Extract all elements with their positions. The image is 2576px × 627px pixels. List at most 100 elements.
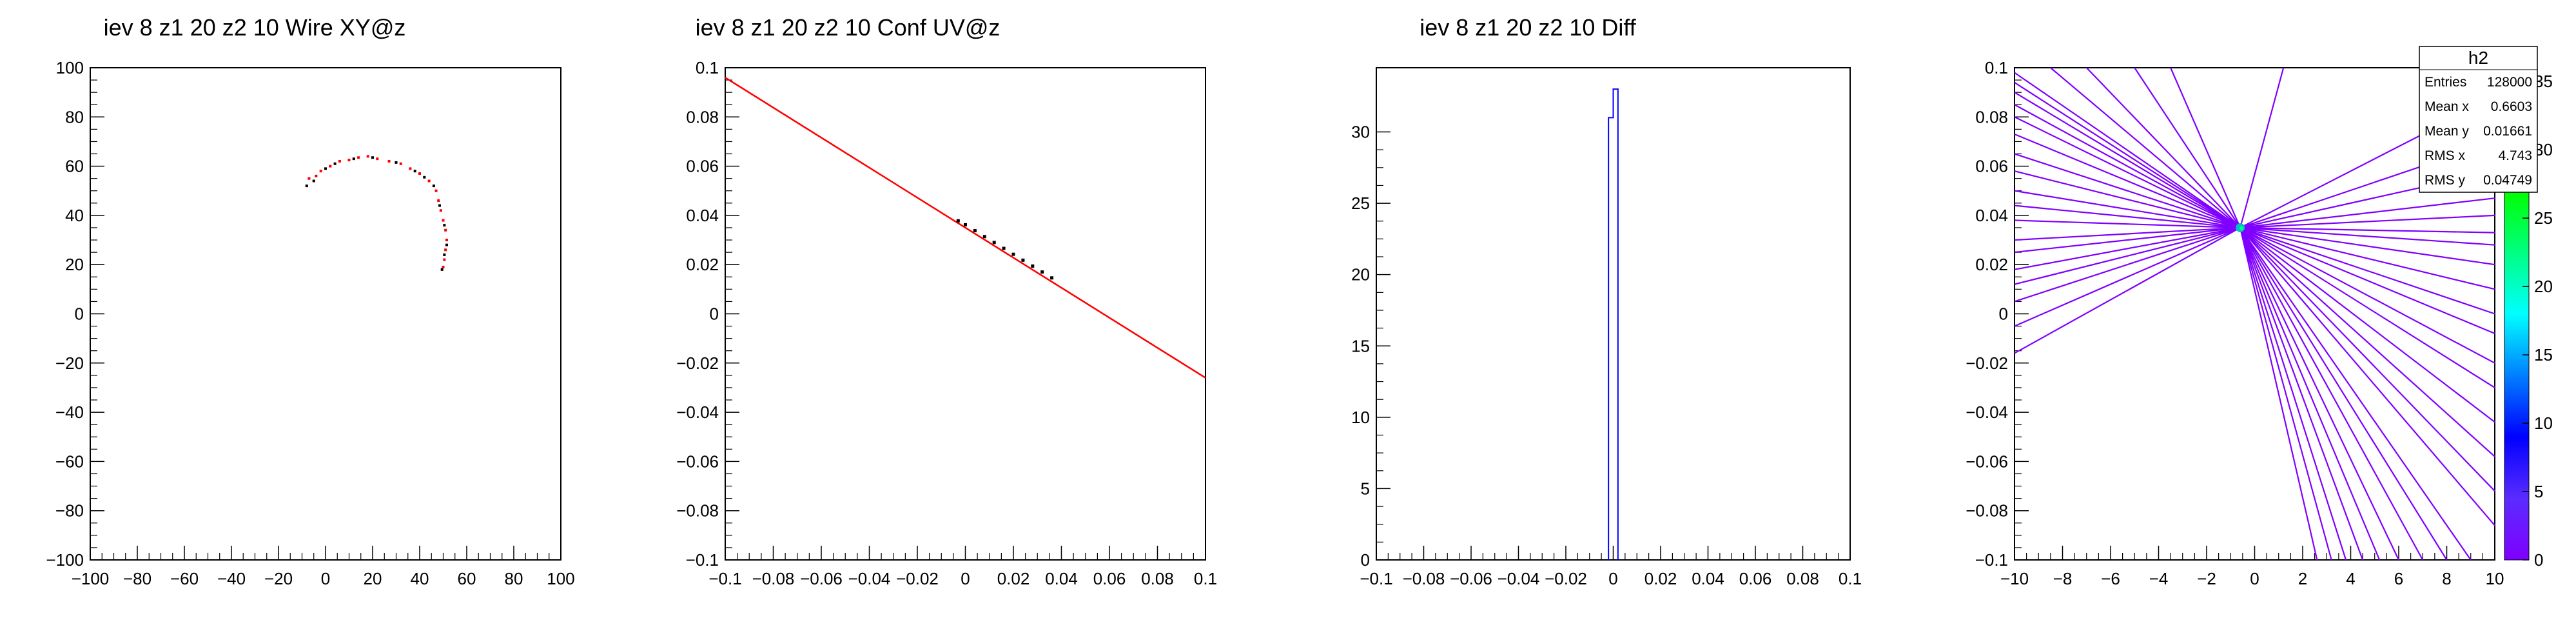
band-line (2014, 226, 2241, 241)
band-line (2239, 227, 2495, 492)
y-tick-label: 80 (65, 107, 84, 126)
x-tick-label: 0.1 (1839, 569, 1862, 588)
band-line (2014, 226, 2241, 303)
y-tick-label: −0.04 (676, 403, 719, 422)
x-tick-label: −0.04 (1498, 569, 1540, 588)
black-point (305, 184, 308, 188)
band-line (2014, 226, 2241, 254)
y-tick-label: −0.1 (1975, 550, 2008, 570)
red-point (387, 159, 391, 163)
band-line (2239, 227, 2364, 561)
palette-tick-label: 15 (2534, 345, 2553, 364)
x-tick-label: −0.06 (800, 569, 843, 588)
band-line (2050, 67, 2241, 228)
band-line (2240, 226, 2495, 234)
y-tick-label: 100 (56, 58, 84, 77)
band-line (2239, 67, 2285, 228)
y-tick-label: 25 (1351, 194, 1370, 213)
histogram-bin (1614, 89, 1618, 560)
red-point (439, 209, 442, 212)
band-line (2014, 190, 2241, 229)
y-tick-label: 0.08 (1975, 107, 2008, 126)
band-line (2239, 226, 2495, 315)
band-line (2014, 227, 2241, 354)
band-line (2240, 214, 2495, 229)
x-tick-label: −80 (123, 569, 151, 588)
black-point (312, 179, 315, 183)
band-line (2239, 227, 2495, 526)
x-tick-label: 0.06 (1093, 569, 1126, 588)
histogram-outline (1608, 88, 1619, 560)
band-line (2014, 226, 2241, 327)
x-tick-label: 0 (961, 569, 970, 588)
red-point (442, 266, 445, 269)
black-point (432, 184, 435, 188)
y-tick-label: 30 (1351, 123, 1370, 142)
band-line (2014, 72, 2241, 228)
y-tick-label: 10 (1351, 408, 1370, 427)
band-line (2014, 81, 2241, 228)
black-point (956, 219, 960, 223)
y-tick-label: 0.02 (1975, 255, 2008, 274)
red-point (376, 157, 379, 161)
palette-tick-label: 0 (2534, 550, 2543, 570)
black-point (1050, 276, 1054, 280)
black-point (443, 253, 446, 256)
plot-frame-1 (90, 67, 561, 561)
y-tick-label: 0 (1999, 304, 2008, 324)
palette-tick-label: 10 (2534, 413, 2553, 433)
y-tick-label: 20 (1351, 265, 1370, 284)
band-line (2014, 226, 2241, 270)
x-tick-label: −0.06 (1450, 569, 1492, 588)
x-tick-label: 4 (2346, 569, 2355, 588)
x-tick-label: −2 (2197, 569, 2216, 588)
band-line (2239, 227, 2495, 423)
black-point (438, 204, 442, 207)
band-line (2014, 133, 2241, 228)
x-tick-label: 20 (364, 569, 382, 588)
band-line (2014, 116, 2241, 228)
y-tick-label: −100 (46, 550, 84, 570)
y-tick-label: −0.1 (686, 550, 719, 570)
y-tick-label: −0.06 (1966, 452, 2008, 471)
band-line (2014, 204, 2241, 229)
band-line (2134, 67, 2241, 228)
band-line (2239, 227, 2381, 561)
black-point (1031, 264, 1035, 268)
red-point (315, 174, 318, 177)
red-point (357, 156, 360, 159)
x-tick-label: −100 (72, 569, 110, 588)
band-line (2239, 226, 2495, 266)
band-line (2014, 92, 2241, 228)
x-tick-label: 60 (458, 569, 476, 588)
x-tick-label: 0 (1608, 569, 1617, 588)
y-tick-label: −0.02 (1966, 353, 2008, 373)
x-tick-label: 0.04 (1692, 569, 1724, 588)
fit-line (725, 77, 1206, 379)
x-tick-label: 0.08 (1141, 569, 1174, 588)
band-line (2014, 170, 2241, 229)
chart-title-3: iev 8 z1 20 z2 10 Diff (1420, 14, 1637, 41)
black-point (445, 243, 448, 246)
band-line (2239, 227, 2399, 561)
palette-tick-label: 25 (2534, 208, 2553, 228)
red-point (366, 155, 369, 158)
x-tick-label: 100 (547, 569, 574, 588)
black-point (324, 167, 327, 170)
black-point (1011, 252, 1015, 256)
black-point (443, 224, 446, 227)
y-tick-label: 20 (65, 255, 84, 274)
x-tick-label: 2 (2298, 569, 2307, 588)
black-point (352, 157, 355, 161)
y-tick-label: 40 (65, 206, 84, 225)
black-point (413, 170, 416, 173)
red-point (442, 219, 445, 222)
black-point (371, 156, 374, 159)
stats-label: Mean x (2425, 99, 2469, 114)
x-tick-label: 6 (2394, 569, 2403, 588)
black-point (1040, 270, 1044, 274)
stats-value: 0.01661 (2483, 124, 2532, 139)
band-line (2239, 227, 2495, 364)
x-tick-label: −4 (2149, 569, 2169, 588)
